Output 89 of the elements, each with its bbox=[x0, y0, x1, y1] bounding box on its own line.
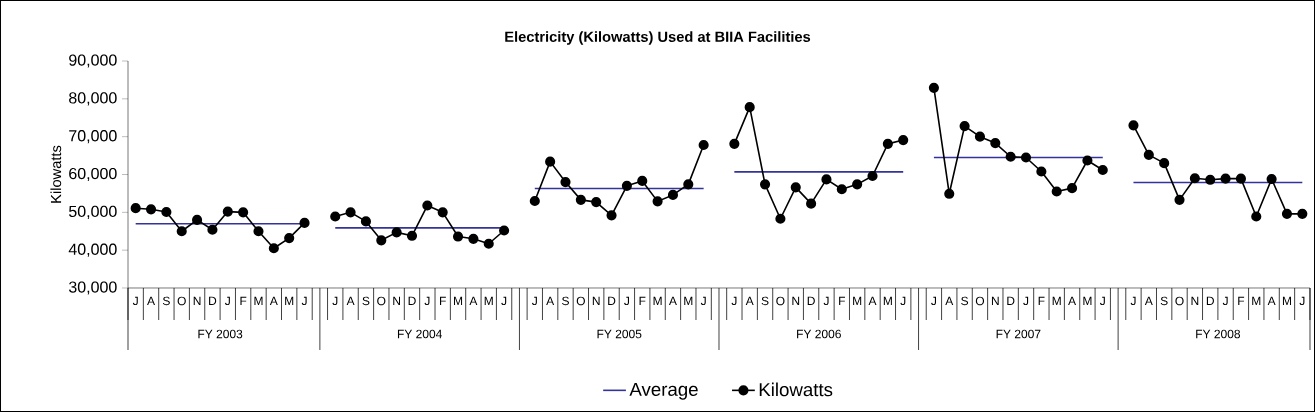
x-tick-label: S bbox=[362, 296, 370, 306]
x-tick-label: J bbox=[624, 296, 629, 306]
x-tick-label: A bbox=[745, 296, 754, 305]
x-tick-label: M bbox=[285, 296, 294, 305]
x-tick-label: O bbox=[377, 296, 386, 306]
legend-label: Kilowatts bbox=[759, 382, 833, 397]
x-tick-label: J bbox=[931, 296, 937, 306]
y-tick-label: 60,000 bbox=[69, 167, 117, 182]
x-tick-label: A bbox=[1068, 296, 1077, 305]
x-tick-label: D bbox=[209, 296, 217, 305]
x-tick-label: M bbox=[1282, 296, 1291, 305]
x-tick-label: A bbox=[945, 296, 954, 305]
x-tick-label: M bbox=[684, 296, 693, 305]
y-tick-label: 30,000 bbox=[68, 281, 117, 295]
x-tick-label: D bbox=[608, 296, 616, 305]
x-tick-label: S bbox=[162, 296, 170, 306]
chart-title: Electricity (Kilowatts) Used at BIIA Facilities bbox=[505, 31, 811, 45]
x-tick-label: J bbox=[1023, 296, 1029, 306]
x-tick-label: J bbox=[1299, 296, 1305, 306]
x-tick-label: F bbox=[440, 296, 446, 305]
x-tick-label: F bbox=[639, 296, 646, 305]
text: FY 2004 bbox=[397, 329, 442, 339]
x-tick-label: D bbox=[1007, 296, 1015, 305]
text: FY 2005 bbox=[597, 329, 642, 339]
x-tick-label: F bbox=[1238, 296, 1245, 305]
text: FY 2008 bbox=[1196, 329, 1241, 339]
x-tick-label: J bbox=[501, 296, 507, 306]
x-tick-label: S bbox=[1160, 296, 1168, 306]
x-tick-label: A bbox=[868, 296, 877, 305]
y-tick-label: 50,000 bbox=[69, 205, 117, 219]
x-tick-label: A bbox=[346, 296, 355, 305]
x-tick-label: A bbox=[668, 296, 677, 305]
y-axis-title: Kilowatts bbox=[50, 145, 62, 203]
x-tick-label: J bbox=[332, 296, 338, 306]
x-tick-label: N bbox=[592, 296, 600, 305]
y-tick-label: 90,000 bbox=[69, 54, 117, 68]
x-tick-label: O bbox=[1175, 296, 1184, 306]
x-tick-label: A bbox=[546, 296, 555, 305]
x-tick-label: O bbox=[576, 296, 585, 306]
x-tick-label: M bbox=[853, 296, 862, 305]
x-tick-label: M bbox=[454, 296, 463, 305]
x-tick-label: O bbox=[776, 296, 785, 306]
x-tick-label: M bbox=[1052, 296, 1061, 305]
text: FY 2003 bbox=[198, 329, 243, 339]
x-tick-label: J bbox=[1130, 296, 1136, 306]
x-tick-label: J bbox=[424, 296, 430, 306]
x-tick-label: A bbox=[269, 296, 278, 305]
x-tick-label: S bbox=[761, 296, 769, 306]
legend-label: Average bbox=[629, 382, 698, 400]
y-tick-label: 80,000 bbox=[69, 92, 117, 106]
x-tick-label: J bbox=[132, 296, 138, 306]
x-tick-label: D bbox=[1206, 296, 1214, 305]
x-tick-label: M bbox=[254, 296, 263, 305]
x-tick-label: N bbox=[991, 296, 999, 305]
text: FY 2007 bbox=[996, 329, 1041, 339]
x-tick-label: M bbox=[1252, 296, 1261, 305]
x-tick-label: J bbox=[823, 296, 829, 306]
x-tick-label: O bbox=[975, 296, 985, 306]
x-tick-label: F bbox=[1038, 296, 1045, 305]
x-tick-label: S bbox=[961, 296, 969, 306]
x-tick-label: N bbox=[1191, 296, 1199, 305]
x-tick-label: J bbox=[731, 296, 737, 306]
x-tick-label: F bbox=[240, 296, 247, 305]
x-tick-label: A bbox=[469, 296, 478, 305]
x-tick-label: J bbox=[900, 296, 906, 306]
x-tick-label: D bbox=[408, 296, 416, 305]
x-tick-label: A bbox=[1144, 296, 1153, 305]
x-tick-label: F bbox=[839, 296, 845, 305]
text: FY 2006 bbox=[797, 329, 841, 339]
x-tick-label: N bbox=[792, 296, 800, 305]
y-tick-label: 70,000 bbox=[69, 130, 117, 144]
x-tick-label: M bbox=[653, 296, 662, 305]
x-tick-label: J bbox=[531, 296, 537, 306]
x-tick-label: J bbox=[301, 296, 307, 306]
x-tick-label: N bbox=[193, 296, 201, 305]
x-tick-label: M bbox=[484, 296, 493, 305]
x-tick-label: A bbox=[1267, 296, 1276, 305]
x-tick-label: J bbox=[224, 296, 230, 306]
x-tick-label: D bbox=[807, 296, 815, 305]
y-tick-label: 40,000 bbox=[68, 243, 117, 257]
x-tick-label: M bbox=[883, 296, 892, 305]
x-tick-label: O bbox=[177, 296, 186, 306]
x-tick-label: J bbox=[700, 296, 706, 306]
x-tick-label: S bbox=[562, 296, 569, 306]
x-tick-label: N bbox=[393, 296, 400, 305]
x-tick-label: A bbox=[147, 296, 156, 305]
x-tick-label: J bbox=[1099, 296, 1105, 306]
x-tick-label: M bbox=[1083, 296, 1092, 305]
x-tick-label: J bbox=[1222, 296, 1228, 306]
